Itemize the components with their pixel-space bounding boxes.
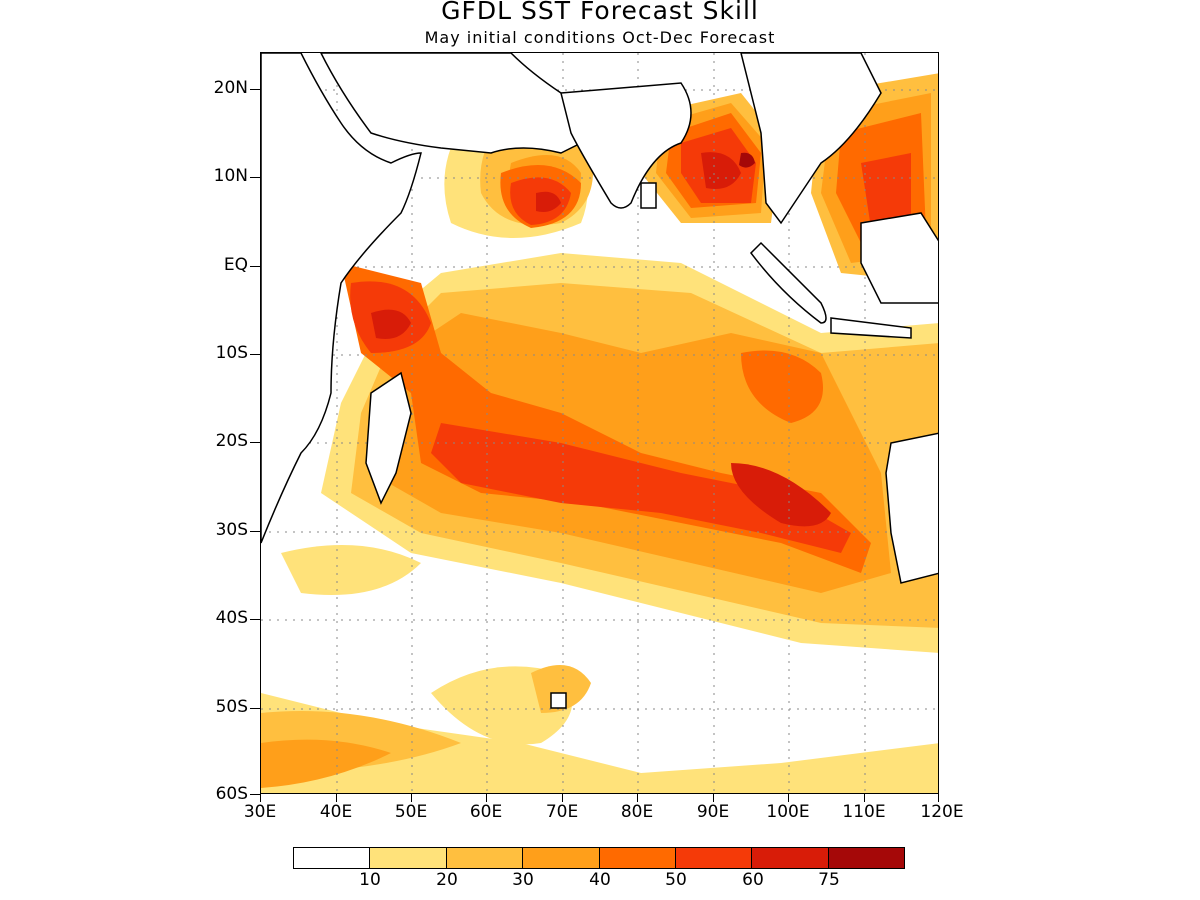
coastlines: [261, 53, 938, 709]
x-tick-label: 70E: [545, 802, 579, 822]
kerguelen: [550, 692, 567, 709]
australia: [885, 432, 938, 584]
x-tick: [637, 794, 638, 802]
x-tick-label: 50E: [394, 802, 428, 822]
x-tick-label: 110E: [842, 802, 886, 822]
skill-map: [260, 52, 939, 794]
arabia-coast: [320, 53, 582, 154]
india: [560, 82, 692, 209]
y-tick: [250, 89, 260, 90]
x-tick-label: 80E: [620, 802, 654, 822]
x-tick: [336, 794, 337, 802]
y-tick: [250, 266, 260, 267]
y-tick-label: 20N: [213, 78, 248, 98]
y-tick-label: 40S: [215, 608, 248, 628]
colorbar-swatch: [523, 848, 600, 868]
y-tick-label: EQ: [223, 255, 248, 275]
colorbar-swatch: [446, 848, 524, 868]
y-tick: [250, 177, 260, 178]
y-tick-label: 30S: [215, 520, 248, 540]
colorbar-label: 60: [742, 870, 764, 890]
colorbar: [293, 847, 905, 869]
colorbar-label: 20: [436, 870, 458, 890]
x-tick: [864, 794, 865, 802]
y-tick: [250, 354, 260, 355]
y-tick: [250, 619, 260, 620]
skill-contour-svg: [261, 53, 938, 793]
contour-level-75: [739, 152, 755, 168]
colorbar-swatch: [752, 848, 829, 868]
x-tick: [486, 794, 487, 802]
x-tick: [938, 794, 939, 802]
y-tick: [250, 442, 260, 443]
y-tick: [250, 531, 260, 532]
x-tick-label: 100E: [766, 802, 810, 822]
colorbar-swatch: [599, 848, 676, 868]
map-subtitle: May initial conditions Oct-Dec Forecast: [424, 28, 776, 47]
x-tick-label: 40E: [319, 802, 353, 822]
y-tick: [250, 708, 260, 709]
africa-coast: [261, 53, 422, 544]
colorbar-label: 10: [359, 870, 381, 890]
colorbar-swatch: [828, 848, 904, 868]
map-title: GFDL SST Forecast Skill: [441, 0, 759, 25]
sri-lanka: [640, 182, 657, 209]
java: [830, 317, 912, 339]
colorbar-label: 50: [665, 870, 687, 890]
y-tick-label: 50S: [215, 697, 248, 717]
y-tick: [250, 794, 260, 795]
x-tick: [411, 794, 412, 802]
colorbar-swatch: [675, 848, 753, 868]
y-tick-label: 60S: [215, 784, 248, 804]
x-tick-label: 60E: [469, 802, 503, 822]
indochina: [740, 53, 882, 225]
x-tick: [260, 794, 261, 802]
x-tick-label: 30E: [243, 802, 277, 822]
x-tick: [562, 794, 563, 802]
x-tick-label: 120E: [920, 802, 964, 822]
colorbar-label: 75: [818, 870, 840, 890]
y-tick-label: 20S: [215, 431, 248, 451]
x-tick: [713, 794, 714, 802]
colorbar-label: 30: [512, 870, 534, 890]
y-tick-label: 10S: [215, 343, 248, 363]
contour-level-60: [371, 152, 831, 527]
colorbar-swatch: [294, 848, 371, 868]
y-tick-label: 10N: [213, 166, 248, 186]
colorbar-swatch: [370, 848, 447, 868]
borneo: [860, 212, 938, 304]
madagascar: [365, 371, 412, 505]
x-tick: [788, 794, 789, 802]
colorbar-label: 40: [589, 870, 611, 890]
sumatra: [750, 241, 827, 324]
x-tick-label: 90E: [696, 802, 730, 822]
